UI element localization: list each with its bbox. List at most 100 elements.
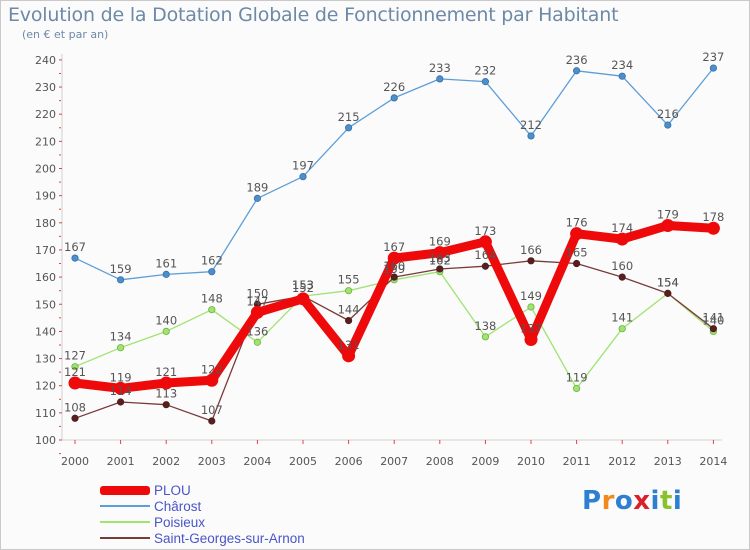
data-label: 166 <box>520 243 542 257</box>
data-point <box>162 270 170 278</box>
data-point <box>709 64 718 72</box>
x-tick-label: 2005 <box>289 455 317 468</box>
chart-legend: PLOU Chârost Poisieux Saint-Georges-sur-Arn… <box>100 482 305 546</box>
data-point <box>390 273 398 281</box>
data-label: 189 <box>246 180 268 194</box>
data-label: 237 <box>702 50 724 64</box>
data-point <box>664 289 672 297</box>
legend-swatch <box>100 521 150 523</box>
data-point <box>205 373 219 387</box>
chart-title: Evolution de la Dotation Globale de Fonc… <box>8 4 619 26</box>
data-point <box>250 305 264 319</box>
data-label: 122 <box>201 362 223 376</box>
data-point <box>387 251 401 265</box>
data-label: 154 <box>657 275 679 289</box>
data-label: 147 <box>246 294 268 308</box>
x-tick-label: 2000 <box>61 455 89 468</box>
data-point <box>524 333 538 347</box>
data-label: 232 <box>474 64 496 78</box>
data-point <box>253 338 261 346</box>
logo-letter: r <box>601 486 615 516</box>
data-point <box>208 306 216 314</box>
data-point <box>527 303 535 311</box>
data-label: 173 <box>474 224 496 238</box>
data-point <box>572 384 581 393</box>
legend-label: PLOU <box>154 482 191 498</box>
data-label: 162 <box>429 254 451 268</box>
data-point <box>436 265 444 273</box>
data-label: 178 <box>702 210 724 224</box>
data-point <box>344 124 353 132</box>
x-tick-label: 2003 <box>198 455 226 468</box>
x-tick-label: 2011 <box>563 455 591 468</box>
data-point <box>344 316 353 325</box>
data-label: 179 <box>657 208 679 222</box>
x-tick-label: 2009 <box>471 455 499 468</box>
data-label: 119 <box>110 370 132 384</box>
data-point <box>208 268 216 276</box>
y-tick-label: 140 <box>35 325 56 338</box>
legend-label: Saint-Georges-sur-Arnon <box>154 530 305 546</box>
data-point <box>68 376 82 390</box>
data-label: 119 <box>566 370 588 384</box>
data-label: 164 <box>474 248 496 262</box>
logo-letter: t <box>659 486 673 516</box>
data-point <box>572 67 581 75</box>
data-point <box>253 194 261 202</box>
data-label: 131 <box>338 338 360 352</box>
data-point <box>208 417 216 425</box>
logo-letter: P <box>582 486 602 516</box>
legend-label: Poisieux <box>154 514 206 530</box>
legend-label: Chârost <box>154 498 202 514</box>
data-point <box>709 325 718 333</box>
data-point <box>481 78 489 86</box>
data-point <box>71 363 79 371</box>
data-label: 226 <box>383 80 405 94</box>
x-tick-label: 2004 <box>243 455 271 468</box>
data-point <box>299 173 307 181</box>
data-point <box>664 121 672 129</box>
data-label: 127 <box>64 349 86 363</box>
data-label: 134 <box>110 330 132 344</box>
y-tick-label: 230 <box>35 81 56 94</box>
legend-swatch <box>100 537 150 539</box>
data-label: 159 <box>110 262 132 276</box>
data-label: 108 <box>64 400 86 414</box>
data-point <box>481 262 489 270</box>
data-point <box>114 381 128 395</box>
data-label: 160 <box>611 259 633 273</box>
proxiti-logo: Proxiti <box>582 486 682 516</box>
data-label: 140 <box>155 313 177 327</box>
data-label: 234 <box>611 58 633 72</box>
y-tick-label: 120 <box>35 380 56 393</box>
data-label: 165 <box>566 246 588 260</box>
data-label: 113 <box>155 387 177 401</box>
data-label: 216 <box>657 107 679 121</box>
data-label: 155 <box>338 273 360 287</box>
data-point <box>618 325 626 333</box>
x-tick-label: 2014 <box>699 455 727 468</box>
data-label: 162 <box>201 254 223 268</box>
data-label: 154 <box>657 275 679 289</box>
data-label: 174 <box>611 221 633 235</box>
x-tick-label: 2010 <box>517 455 545 468</box>
data-label: 107 <box>201 403 223 417</box>
data-point <box>71 254 79 262</box>
x-tick-label: 2002 <box>152 455 180 468</box>
data-label: 153 <box>292 278 314 292</box>
data-label: 160 <box>383 259 405 273</box>
data-point <box>706 221 720 235</box>
data-point <box>296 292 310 306</box>
y-tick-label: 110 <box>35 407 56 420</box>
legend-item: Chârost <box>100 498 305 514</box>
data-point <box>390 94 398 102</box>
y-tick-label: 190 <box>35 190 56 203</box>
data-point <box>481 333 489 341</box>
data-label: 140 <box>702 313 724 327</box>
legend-item: PLOU <box>100 482 305 498</box>
data-point <box>618 72 626 80</box>
data-point <box>527 132 535 140</box>
data-point <box>117 398 125 406</box>
x-tick-label: 2008 <box>426 455 454 468</box>
y-tick-label: 220 <box>35 108 56 121</box>
